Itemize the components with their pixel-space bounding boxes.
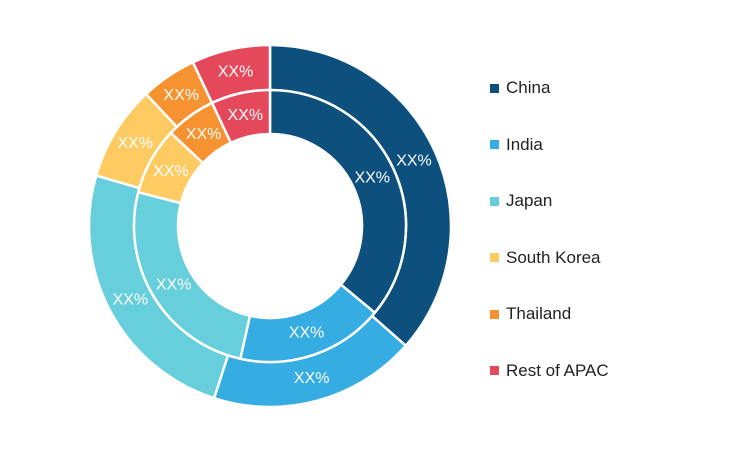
- outer-label-japan: XX%: [113, 291, 149, 308]
- inner-label-japan: XX%: [156, 277, 192, 294]
- legend-item-south-korea: South Korea: [490, 246, 609, 270]
- labels-group: XX%XX%XX%XX%XX%XX%XX%XX%XX%XX%XX%XX%: [113, 63, 432, 387]
- outer-label-rest-of-apac: XX%: [218, 63, 254, 80]
- legend: China India Japan South Korea Thailand R…: [490, 76, 609, 416]
- legend-swatch-thailand: [490, 309, 499, 319]
- outer-label-china: XX%: [396, 152, 432, 169]
- legend-item-india: India: [490, 133, 609, 157]
- legend-item-china: China: [490, 76, 609, 100]
- outer-label-thailand: XX%: [163, 87, 199, 104]
- legend-swatch-rest-of-apac: [490, 366, 499, 376]
- legend-label-china: China: [506, 78, 551, 97]
- legend-item-rest-of-apac: Rest of APAC: [490, 359, 609, 383]
- inner-label-india: XX%: [289, 324, 325, 341]
- inner-slice-rest-of-apac: [210, 88, 272, 145]
- outer-label-india: XX%: [294, 370, 330, 387]
- slices-group: [87, 43, 453, 409]
- inner-label-china: XX%: [354, 169, 390, 186]
- legend-swatch-japan: [490, 196, 499, 206]
- legend-swatch-china: [490, 83, 499, 93]
- legend-label-south-korea: South Korea: [506, 247, 601, 267]
- legend-item-thailand: Thailand: [490, 302, 609, 326]
- inner-label-rest-of-apac: XX%: [228, 107, 264, 124]
- legend-swatch-south-korea: [490, 253, 499, 263]
- inner-slice-china: [268, 88, 408, 314]
- inner-label-thailand: XX%: [186, 126, 222, 143]
- legend-swatch-india: [490, 140, 499, 150]
- legend-label-rest-of-apac: Rest of APAC: [506, 360, 609, 380]
- outer-label-south-korea: XX%: [117, 135, 153, 152]
- inner-label-south-korea: XX%: [153, 163, 189, 180]
- legend-label-thailand: Thailand: [506, 304, 572, 324]
- legend-item-japan: Japan: [490, 189, 609, 213]
- legend-label-japan: Japan: [506, 191, 553, 211]
- legend-label-india: India: [506, 134, 543, 154]
